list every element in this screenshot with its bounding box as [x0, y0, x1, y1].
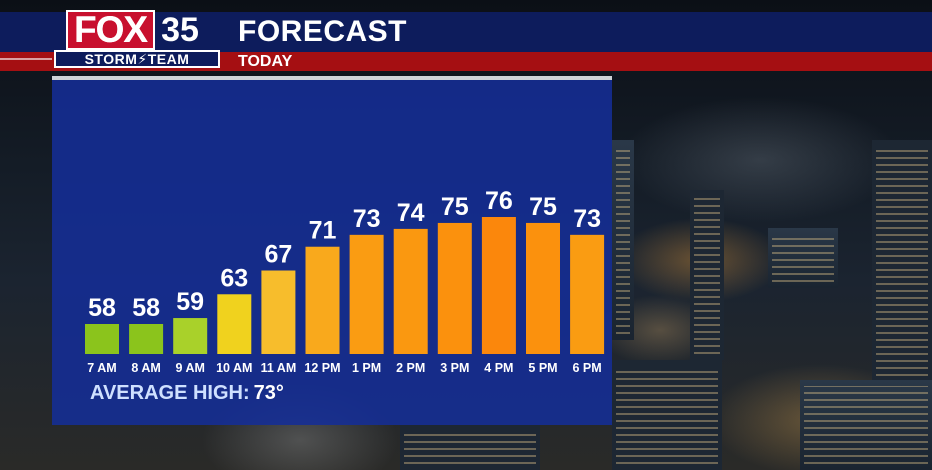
bar-2-pm	[393, 228, 428, 354]
background-building	[768, 228, 838, 288]
x-tick-label: 6 PM	[573, 361, 602, 375]
bar-9-am	[173, 318, 208, 354]
bar-3-pm	[437, 222, 472, 354]
x-tick-label: 3 PM	[440, 361, 469, 375]
x-tick-label: 2 PM	[396, 361, 425, 375]
x-tick-label: 7 AM	[87, 361, 116, 375]
data-label: 75	[529, 193, 557, 221]
average-high: AVERAGE HIGH: 73°	[90, 380, 284, 406]
data-label: 58	[132, 294, 160, 322]
panel-top-border	[52, 76, 612, 80]
average-high-label: AVERAGE HIGH:	[90, 382, 250, 404]
page-title: FORECAST	[238, 15, 407, 48]
background-building	[400, 425, 540, 470]
data-label: 59	[176, 288, 204, 316]
x-tick-label: 4 PM	[484, 361, 513, 375]
bar-6-pm	[570, 234, 605, 354]
header-bar	[0, 12, 932, 52]
forecast-panel: 58 7 AM 58 8 AM 59 9 AM 63 10 AM 67 11 AM 71 12 PM 7…	[52, 80, 612, 425]
hourly-temperature-chart: 58 7 AM 58 8 AM 59 9 AM 63 10 AM 67 11 AM 71 12 PM 7…	[85, 187, 605, 375]
background-building	[612, 360, 722, 470]
data-label: 63	[220, 264, 248, 292]
background-building	[612, 140, 634, 340]
subheader-bar	[0, 52, 932, 71]
channel-number: 35	[161, 11, 199, 49]
bar-5-pm	[526, 222, 560, 354]
data-label: 58	[88, 294, 116, 322]
x-tick-label: 12 PM	[304, 361, 340, 375]
data-label: 71	[309, 217, 337, 245]
average-high-value: 73°	[253, 382, 284, 404]
x-tick-label: 10 AM	[216, 361, 252, 375]
x-tick-label: 1 PM	[352, 361, 381, 375]
bar-11-am	[261, 270, 296, 354]
background-building	[872, 140, 932, 410]
data-label: 73	[573, 205, 601, 233]
bar-1-pm	[349, 234, 384, 354]
background-building	[690, 190, 724, 360]
data-label: 76	[485, 187, 513, 215]
bar-7-am	[85, 324, 119, 354]
bar-12-pm	[305, 246, 340, 354]
x-tick-label: 9 AM	[175, 361, 204, 375]
page-subtitle: TODAY	[238, 53, 293, 70]
storm-team-text: STORM⚡TEAM	[84, 50, 190, 67]
storm-team-logo: STORM⚡TEAM	[54, 50, 220, 68]
bar-10-am	[217, 294, 252, 354]
fox35-logo: FOX 35	[66, 10, 218, 50]
data-label: 67	[264, 241, 292, 269]
data-label: 74	[397, 199, 425, 227]
bar-8-am	[129, 324, 164, 354]
background-building	[800, 380, 932, 470]
fox-logo-box: FOX	[66, 9, 156, 50]
brand-text: FOX	[74, 9, 148, 50]
data-label: 75	[441, 193, 469, 221]
bar-4-pm	[481, 217, 516, 354]
data-label: 73	[353, 205, 381, 233]
x-tick-label: 8 AM	[131, 361, 160, 375]
x-tick-label: 5 PM	[528, 361, 557, 375]
x-tick-label: 11 AM	[261, 361, 297, 375]
logo-accent-line	[0, 58, 52, 66]
